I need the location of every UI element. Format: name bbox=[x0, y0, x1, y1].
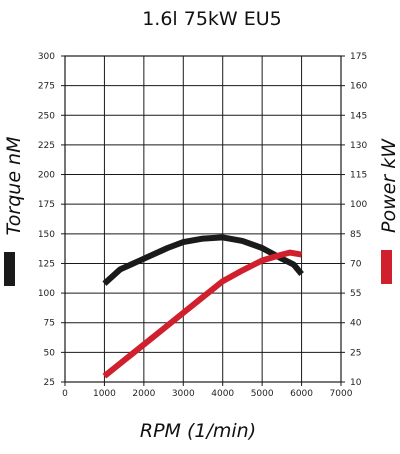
y-left-tick-label: 200 bbox=[38, 171, 55, 181]
y-right-tick-label: 10 bbox=[350, 378, 362, 388]
tick-labels: 0 1000 2000 3000 4000 5000 6000 7000 25 50 75 100 12… bbox=[38, 52, 368, 399]
y-right-tick-label: 175 bbox=[350, 52, 367, 62]
y-right-tick-label: 25 bbox=[350, 348, 361, 358]
y-right-tick-label: 70 bbox=[350, 259, 362, 269]
chart-title: 1.6l 75kW EU5 bbox=[142, 8, 282, 30]
y-left-tick-label: 125 bbox=[38, 259, 55, 269]
y-left-tick-label: 300 bbox=[38, 52, 55, 62]
x-axis-title: RPM (1/min) bbox=[140, 420, 256, 442]
power-legend-swatch bbox=[381, 250, 392, 284]
y-right-tick-label: 40 bbox=[350, 319, 362, 329]
power-line bbox=[102, 249, 303, 379]
y-right-tick-label: 145 bbox=[350, 111, 367, 121]
series-lines bbox=[102, 234, 304, 379]
x-tick-label: 4000 bbox=[211, 389, 234, 399]
y-right-tick-label: 100 bbox=[350, 200, 367, 210]
y-right-tick-label: 130 bbox=[350, 141, 367, 151]
torque-line bbox=[102, 234, 304, 286]
y-left-tick-label: 75 bbox=[44, 319, 55, 329]
x-tick-label: 7000 bbox=[330, 389, 353, 399]
x-tick-label: 2000 bbox=[132, 389, 155, 399]
y-left-tick-label: 25 bbox=[44, 378, 55, 388]
plot-border bbox=[64, 55, 342, 383]
y-right-tick-label: 55 bbox=[350, 289, 361, 299]
y-left-tick-label: 150 bbox=[38, 230, 55, 240]
x-tick-label: 3000 bbox=[172, 389, 195, 399]
x-tick-label: 0 bbox=[62, 389, 68, 399]
plot-frame bbox=[61, 55, 345, 386]
x-tick-label: 5000 bbox=[251, 389, 274, 399]
y-left-tick-label: 250 bbox=[38, 111, 55, 121]
y-left-tick-label: 50 bbox=[44, 348, 56, 358]
y-axis-left-title: Torque nM bbox=[3, 137, 25, 236]
y-right-tick-label: 160 bbox=[350, 82, 367, 92]
torque-legend-swatch bbox=[4, 252, 15, 286]
x-tick-label: 1000 bbox=[93, 389, 116, 399]
x-tick-label: 6000 bbox=[290, 389, 313, 399]
grid-lines bbox=[65, 56, 341, 382]
y-right-tick-label: 115 bbox=[350, 171, 367, 181]
y-left-tick-label: 275 bbox=[38, 82, 55, 92]
y-left-tick-label: 100 bbox=[38, 289, 55, 299]
y-left-tick-label: 175 bbox=[38, 200, 55, 210]
y-right-tick-label: 85 bbox=[350, 230, 361, 240]
y-left-tick-label: 225 bbox=[38, 141, 55, 151]
y-axis-right-title: Power kW bbox=[378, 138, 400, 233]
